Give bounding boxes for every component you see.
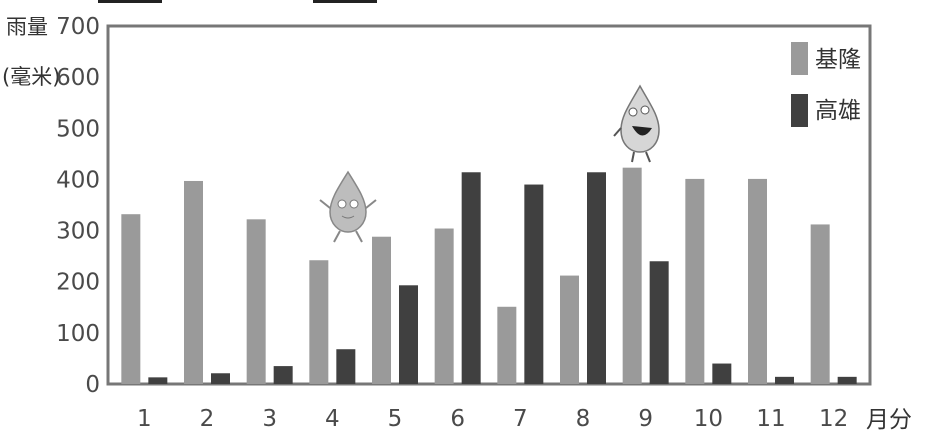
bar-keelung-month-12 [810,224,830,384]
x-tick-label: 11 [756,406,785,432]
x-tick-label: 3 [262,406,277,432]
bar-keelung-month-2 [184,180,203,384]
bar-kaohsiung-month-12 [837,376,857,384]
y-tick-label: 400 [56,167,100,193]
bar-keelung-month-4 [309,260,329,384]
x-tick-label: 9 [638,406,653,432]
header-mark-left [98,0,162,3]
x-tick-label: 6 [450,406,465,432]
bar-keelung-month-1 [121,214,141,384]
legend-label-kaohsiung: 高雄 [815,98,861,124]
bar-kaohsiung-month-9 [649,261,669,384]
y-axis-title-line1: 雨量 [6,15,48,39]
x-tick-label: 7 [513,406,528,432]
legend-swatch-keelung [791,42,808,75]
bar-kaohsiung-month-11 [775,376,794,384]
legend-swatch-kaohsiung [791,94,808,127]
plot-frame [106,24,872,386]
bar-kaohsiung-month-7 [524,184,544,384]
raindrop-mascot-right-icon [613,84,660,163]
y-axis-title-line2: (毫米) [2,65,60,89]
y-tick-label: 500 [56,116,100,142]
bar-kaohsiung-month-4 [336,349,356,384]
bar-kaohsiung-month-1 [148,377,168,384]
y-tick-label: 300 [56,219,100,245]
x-axis-unit: 月分 [866,407,912,433]
bar-keelung-month-7 [497,306,517,384]
x-tick-label: 10 [694,406,723,432]
raindrop-mascot-left-icon [319,170,377,243]
x-tick-label: 5 [388,406,403,432]
bar-keelung-month-3 [246,219,266,384]
y-tick-label: 0 [85,372,100,398]
y-tick-label: 100 [56,321,100,347]
bar-keelung-month-8 [560,275,579,384]
bar-kaohsiung-month-6 [461,172,481,384]
bar-keelung-month-6 [434,228,454,384]
bar-keelung-month-9 [622,167,642,384]
legend: 基隆 高雄 [791,42,861,127]
y-tick-label: 600 [56,65,100,91]
bar-keelung-month-11 [748,178,767,384]
bar-kaohsiung-month-3 [273,366,293,384]
bar-kaohsiung-month-8 [587,172,606,384]
y-tick-label: 700 [56,14,100,40]
x-tick-label: 2 [200,406,215,432]
y-tick-label: 200 [56,270,100,296]
bar-kaohsiung-month-10 [712,363,732,384]
x-tick-label: 4 [325,406,340,432]
x-tick-label: 8 [576,406,591,432]
legend-label-keelung: 基隆 [815,47,861,73]
bar-kaohsiung-month-5 [399,285,418,384]
x-tick-label: 12 [819,406,848,432]
bar-keelung-month-10 [685,178,705,384]
bar-keelung-month-5 [372,236,391,384]
x-tick-label: 1 [137,406,152,432]
bar-kaohsiung-month-2 [211,373,230,384]
header-mark-right [313,0,377,3]
